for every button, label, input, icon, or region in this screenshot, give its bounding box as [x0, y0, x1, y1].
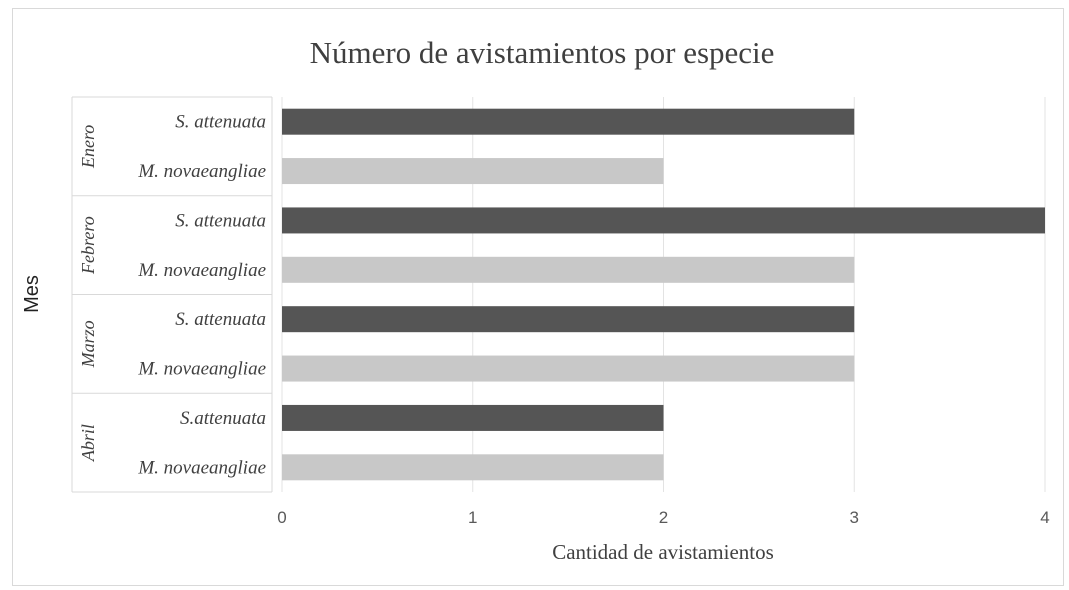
category-label-febrero-0: S. attenuata: [175, 210, 266, 231]
category-label-marzo-0: S. attenuata: [175, 309, 266, 330]
bar-marzo-1: [282, 355, 855, 382]
group-label-abril: Abril: [78, 424, 98, 462]
x-tick-label-3: 3: [850, 508, 859, 527]
bar-abril-0: [282, 404, 664, 431]
y-axis-title: Mes: [21, 275, 43, 313]
chart-frame: [12, 8, 1064, 586]
group-label-marzo: Marzo: [78, 320, 98, 368]
x-tick-labels: 0 1 2 3 4: [277, 508, 1049, 527]
x-tick-label-4: 4: [1040, 508, 1049, 527]
group-label-enero: Enero: [78, 125, 98, 169]
category-label-marzo-1: M. novaeangliae: [137, 359, 266, 380]
category-label-abril-0: S.attenuata: [180, 408, 266, 429]
bar-marzo-0: [282, 306, 855, 333]
chart-title: Número de avistamientos por especie: [310, 35, 775, 70]
group-label-febrero: Febrero: [78, 216, 98, 275]
category-axis-frame: [71, 96, 273, 493]
category-label-febrero-1: M. novaeangliae: [137, 260, 266, 281]
group-labels: Enero Febrero Marzo Abril: [78, 125, 98, 462]
x-tick-label-2: 2: [659, 508, 668, 527]
bar-abril-1: [282, 454, 664, 481]
gridlines: [281, 97, 1046, 492]
x-tick-label-0: 0: [277, 508, 286, 527]
bar-enero-1: [282, 158, 664, 185]
category-label-enero-1: M. novaeangliae: [137, 161, 266, 182]
bars: [282, 108, 1045, 481]
x-tick-label-1: 1: [468, 508, 477, 527]
bar-febrero-1: [282, 256, 855, 283]
category-labels: S. attenuata M. novaeangliae S. attenuata M…: [137, 112, 266, 479]
bar-enero-0: [282, 108, 855, 135]
category-label-abril-1: M. novaeangliae: [137, 457, 266, 478]
category-label-enero-0: S. attenuata: [175, 112, 266, 133]
bar-febrero-0: [282, 207, 1045, 234]
x-axis-title: Cantidad de avistamientos: [552, 540, 774, 564]
